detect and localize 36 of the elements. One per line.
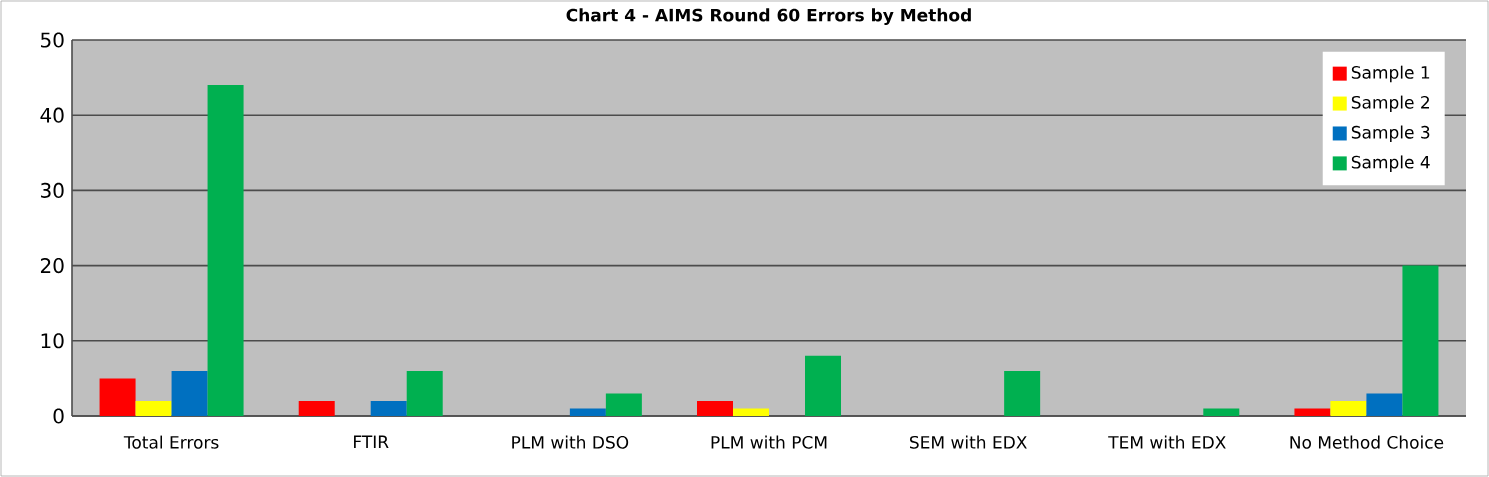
bar bbox=[1402, 265, 1439, 416]
bar bbox=[207, 85, 244, 416]
bar bbox=[298, 400, 335, 416]
y-tick-label: 0 bbox=[53, 408, 64, 424]
x-tick-label: Total Errors bbox=[123, 435, 219, 449]
bar bbox=[99, 378, 136, 416]
y-tick-label: 30 bbox=[41, 182, 64, 198]
bar bbox=[733, 408, 769, 416]
bar bbox=[569, 408, 606, 416]
x-tick-label: PLM with DSO bbox=[512, 435, 629, 449]
chart-title: Chart 4 - AIMS Round 60 Errors by Method bbox=[566, 8, 971, 25]
bar bbox=[135, 400, 172, 416]
x-tick-label: No Method Choice bbox=[1290, 435, 1444, 449]
y-tick-label: 10 bbox=[41, 333, 64, 349]
legend-label: Sample 4 bbox=[1351, 155, 1430, 172]
bar bbox=[1004, 370, 1041, 416]
y-tick-label: 40 bbox=[40, 107, 64, 123]
y-tick-label: 20 bbox=[40, 258, 64, 274]
bar bbox=[1366, 393, 1403, 416]
legend-label: Sample 1 bbox=[1351, 65, 1430, 83]
bar bbox=[1294, 408, 1331, 416]
bar bbox=[805, 355, 842, 416]
y-tick-label: 50 bbox=[41, 32, 64, 48]
bar bbox=[171, 370, 208, 416]
bar bbox=[370, 400, 407, 416]
x-tick-label: SEM with EDX bbox=[910, 435, 1027, 449]
x-tick-label: FTIR bbox=[354, 435, 389, 448]
bar bbox=[406, 370, 443, 416]
bar bbox=[1330, 400, 1367, 416]
legend-label: Sample 3 bbox=[1351, 125, 1430, 142]
bar bbox=[1203, 408, 1240, 416]
bar bbox=[697, 400, 733, 416]
legend-label: Sample 2 bbox=[1351, 95, 1429, 113]
x-tick-label: TEM with EDX bbox=[1108, 435, 1226, 449]
bar bbox=[605, 393, 642, 416]
x-tick-label: PLM with PCM bbox=[711, 435, 827, 449]
